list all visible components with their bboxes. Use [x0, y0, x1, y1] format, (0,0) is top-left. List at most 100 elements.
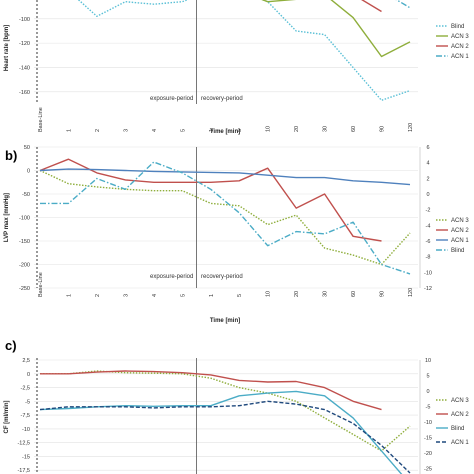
y-tick-label: -120	[19, 41, 30, 47]
y2-tick-label: -10	[424, 270, 432, 276]
recovery-period-label: recovery-period	[201, 274, 243, 280]
series-line-acn-3	[261, 0, 411, 58]
y-tick-label: -200	[19, 263, 30, 269]
x-axis-title: Time [min]	[210, 129, 240, 135]
x-tick-label: 120	[408, 288, 414, 297]
y-tick-label: -150	[19, 239, 30, 245]
y-tick-label: 50	[24, 145, 30, 151]
x-tick-label: 3	[123, 294, 129, 297]
legend-label: ACN 2	[451, 228, 469, 234]
x-tick-label: 5	[237, 294, 243, 297]
y-tick-label: -100	[19, 17, 30, 23]
y2-tick-label: 6	[426, 145, 429, 151]
legend-label: ACN 2	[451, 412, 469, 418]
exposure-period-label: exposure-period	[150, 274, 193, 280]
legend-label: ACN 3	[451, 398, 469, 404]
x-tick-label: 5	[237, 129, 243, 132]
legend-label: ACN 2	[451, 44, 469, 50]
y-tick-label: -12,5	[17, 441, 30, 447]
x-tick-label: 10	[266, 291, 272, 297]
y2-tick-label: -25	[424, 467, 432, 473]
legend-label: ACN 1	[451, 54, 469, 60]
series-line-acn-3	[40, 370, 411, 452]
y2-tick-label: 10	[425, 358, 431, 364]
y-tick-label: -15	[22, 454, 30, 460]
series-line-acn-1	[395, 0, 411, 9]
x-tick-label: 3	[123, 129, 129, 132]
y2-tick-label: -20	[424, 451, 432, 457]
recovery-period-label: recovery-period	[201, 96, 243, 102]
x-tick-label: 60	[351, 126, 357, 132]
y2-tick-label: -4	[426, 223, 431, 229]
y-tick-label: -5	[25, 399, 30, 405]
y2-tick-label: 5	[426, 374, 429, 380]
x-tick-label: 20	[294, 291, 300, 297]
legend-label: Blind	[451, 426, 464, 432]
y2-tick-label: 2	[426, 176, 429, 182]
y-tick-label: -2,5	[21, 386, 30, 392]
x-tick-label: 4	[152, 294, 158, 297]
x-tick-label: 120	[408, 123, 414, 132]
x-tick-label: 20	[294, 126, 300, 132]
x-tick-label: Base-Line	[38, 107, 44, 132]
y-axis-title: LVP max [mmHg]	[4, 193, 10, 242]
x-tick-label: 2	[95, 129, 101, 132]
x-tick-label: 30	[323, 126, 329, 132]
legend-label: Blind	[451, 24, 464, 30]
y2-tick-label: -5	[426, 405, 431, 411]
legend-label: ACN 3	[451, 34, 469, 40]
y-tick-label: -7,5	[21, 413, 30, 419]
x-tick-label: 4	[152, 129, 158, 132]
x-tick-label: 30	[323, 291, 329, 297]
series-line-acn-1	[39, 168, 411, 186]
x-axis-title: Time [min]	[210, 318, 240, 324]
legend-label: Blind	[451, 248, 464, 254]
y-tick-label: -10	[22, 427, 30, 433]
y2-tick-label: -15	[424, 436, 432, 442]
series-line-acn-3	[39, 169, 411, 266]
series-line-acn-2	[40, 370, 382, 411]
x-tick-label: 1	[66, 129, 72, 132]
x-tick-label: 10	[266, 126, 272, 132]
panel-label: c)	[5, 338, 17, 353]
x-tick-label: 60	[351, 291, 357, 297]
series-line-blind	[77, 0, 411, 101]
x-tick-label: 1	[66, 294, 72, 297]
y2-tick-label: -6	[426, 239, 431, 245]
legend-label: ACN 3	[451, 218, 469, 224]
y2-tick-label: -12	[424, 286, 432, 292]
x-tick-label: 90	[380, 126, 386, 132]
y2-tick-label: 0	[426, 192, 429, 198]
y2-tick-label: -10	[424, 420, 432, 426]
y-tick-label: -250	[19, 286, 30, 292]
series-line-acn-2	[39, 158, 382, 242]
x-tick-label: 1	[209, 294, 215, 297]
panel-label: b)	[5, 148, 17, 163]
x-tick-label: 2	[95, 294, 101, 297]
y2-tick-label: -8	[426, 255, 431, 261]
series-line-blind	[40, 161, 411, 275]
y-tick-label: -140	[19, 65, 30, 71]
y-tick-label: 2,5	[22, 358, 30, 364]
legend-label: ACN 1	[451, 238, 469, 244]
series-line-blind	[39, 390, 403, 474]
x-tick-label: 5	[180, 294, 186, 297]
y-tick-label: -160	[19, 90, 30, 96]
y-tick-label: -50	[22, 192, 30, 198]
y2-tick-label: 0	[426, 389, 429, 395]
y-tick-label: -100	[19, 216, 30, 222]
exposure-period-label: exposure-period	[150, 96, 193, 102]
x-tick-label: 5	[180, 129, 186, 132]
y-tick-label: -17,5	[17, 468, 30, 474]
x-tick-label: Base-Line	[38, 272, 44, 297]
y-axis-title: CF [ml/min]	[4, 401, 10, 434]
x-tick-label: 90	[380, 291, 386, 297]
y-axis-title: Heart rate [bpm]	[4, 25, 10, 71]
legend-label: ACN 1	[451, 440, 469, 446]
series-line-acn-1	[39, 400, 411, 474]
x-tick-label: 1	[209, 129, 215, 132]
series-line-acn-2	[361, 0, 382, 13]
y-tick-label: 0	[27, 372, 30, 378]
y-tick-label: 0	[27, 169, 30, 175]
